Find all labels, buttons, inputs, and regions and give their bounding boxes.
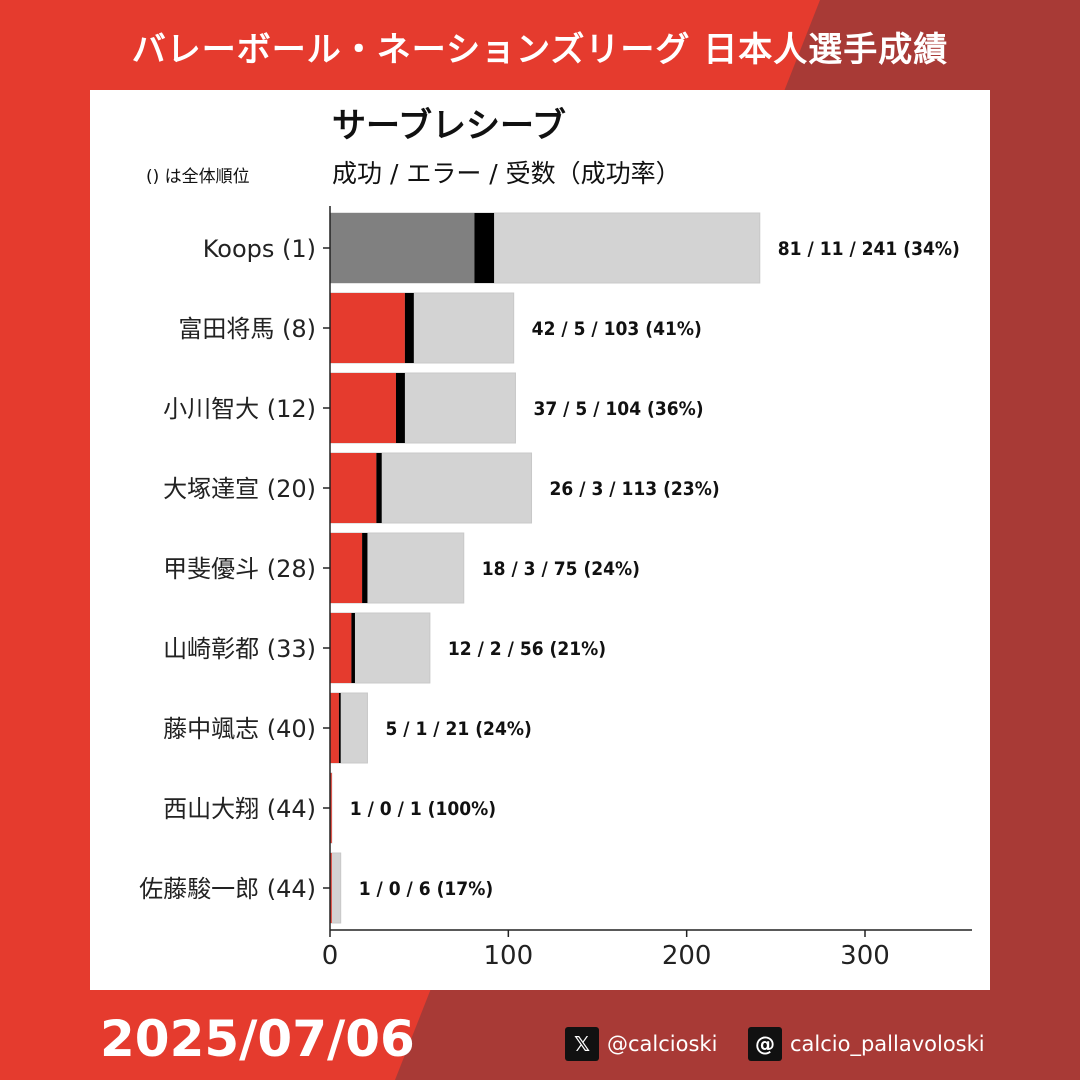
bar-success [330, 693, 339, 763]
social-threads[interactable]: @ calcio_pallavoloski [748, 1026, 985, 1062]
category-label: 藤中颯志 (40) [163, 715, 316, 743]
social-x-handle: @calcioski [607, 1032, 718, 1056]
data-label: 1 / 0 / 6 (17%) [359, 878, 493, 900]
page-title: バレーボール・ネーションズリーグ 日本人選手成績 [131, 30, 949, 70]
category-label: 大塚達宣 (20) [163, 475, 316, 503]
data-label: 37 / 5 / 104 (36%) [533, 398, 703, 420]
category-label: 山崎彰都 (33) [163, 635, 316, 663]
rank-note: () は全体順位 [146, 167, 250, 187]
bar-error [474, 213, 495, 283]
category-label: 西山大翔 (44) [163, 795, 316, 823]
chart-subtitle: 成功 / エラー / 受数（成功率） [332, 159, 681, 188]
category-label: 佐藤駿一郎 (44) [139, 875, 316, 903]
bar-chart: Koops (1) 81 / 11 / 241 (34%) 富田将馬 (8) 42 /… [139, 206, 972, 971]
bar-success [330, 213, 475, 283]
category-label: 甲斐優斗 (28) [163, 555, 316, 583]
bar-error [376, 453, 382, 523]
bar-error [338, 693, 341, 763]
bar-error [362, 533, 368, 603]
bar-success [330, 533, 363, 603]
bar-error [395, 373, 405, 443]
data-label: 1 / 0 / 1 (100%) [350, 798, 496, 820]
bar-success [330, 773, 332, 843]
chart-panel: サーブレシーブ () は全体順位 成功 / エラー / 受数（成功率） Koop… [90, 90, 990, 990]
chart-title: サーブレシーブ [332, 106, 566, 146]
data-label: 81 / 11 / 241 (34%) [778, 238, 960, 260]
bar-error [351, 613, 355, 683]
data-label: 12 / 2 / 56 (21%) [448, 638, 606, 660]
bar-success [330, 293, 405, 363]
data-label: 18 / 3 / 75 (24%) [482, 558, 640, 580]
bar-success [330, 613, 352, 683]
threads-logo-icon: @ [748, 1027, 782, 1061]
data-label: 5 / 1 / 21 (24%) [385, 718, 531, 740]
data-label: 26 / 3 / 113 (23%) [550, 478, 720, 500]
social-threads-handle: calcio_pallavoloski [790, 1032, 985, 1056]
bar-success [330, 853, 332, 923]
bar-error [404, 293, 414, 363]
category-label: 小川智大 (12) [163, 395, 316, 423]
bar-success [330, 373, 396, 443]
category-label: Koops (1) [203, 235, 316, 263]
x-logo-icon: 𝕏 [565, 1027, 599, 1061]
social-x[interactable]: 𝕏 @calcioski [565, 1026, 717, 1062]
bar-success [330, 453, 377, 523]
data-label: 42 / 5 / 103 (41%) [532, 318, 702, 340]
x-tick-label: 200 [662, 941, 712, 971]
x-tick-label: 100 [484, 941, 534, 971]
category-label: 富田将馬 (8) [178, 315, 316, 343]
date-label: 2025/07/06 [100, 1010, 415, 1068]
x-tick-label: 300 [840, 941, 890, 971]
x-tick-label: 0 [322, 941, 339, 971]
